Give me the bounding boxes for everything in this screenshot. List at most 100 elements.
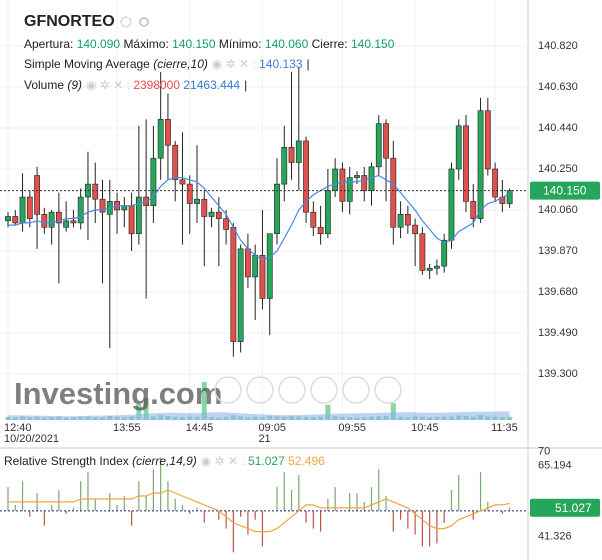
- indicator-icons[interactable]: ◉ ✲ ✕ :: [201, 454, 245, 468]
- legend-value: 140.090: [77, 37, 121, 51]
- candle-body: [492, 168, 498, 198]
- rsi-sma-line: [8, 489, 510, 533]
- y-tick-label: 140.250: [538, 163, 578, 175]
- candle-body: [77, 196, 84, 224]
- y-tick-label: 140.060: [538, 204, 578, 216]
- y-tick-label: 41.326: [538, 530, 572, 542]
- candle-body: [455, 125, 462, 170]
- chart-title: GFNORTEO: [24, 13, 115, 30]
- indicator-params: (cierre,14,9): [132, 454, 197, 468]
- candle-body: [26, 196, 33, 219]
- y-tick-label: 139.870: [538, 245, 578, 257]
- legend-label: Apertura:: [24, 37, 73, 51]
- candle-body: [303, 140, 309, 213]
- x-tick-label: 11:35: [491, 422, 518, 434]
- indicator-icons[interactable]: ◉ ✲ ✕ :: [212, 57, 256, 71]
- candle-body: [157, 119, 164, 159]
- candle-body: [332, 168, 339, 191]
- x-tick-sublabel: 21: [258, 433, 270, 445]
- candle-body: [223, 218, 229, 230]
- candle-body: [63, 220, 70, 228]
- chart-header: GFNORTEO Apertura: 140.090 Máximo: 140.1…: [4, 13, 395, 468]
- indicator-value: 2398000: [133, 78, 180, 92]
- zoom-out-button[interactable]: [310, 376, 338, 404]
- legend-label: Cierre:: [312, 37, 348, 51]
- candle-body: [390, 157, 397, 228]
- ohlc-legend: Apertura: 140.090 Máximo: 140.150 Mínimo…: [24, 37, 395, 51]
- zoom-in-button[interactable]: [246, 376, 274, 404]
- last-price-badge: [530, 181, 600, 200]
- scroll-end-button[interactable]: [374, 376, 402, 404]
- candle-body: [419, 233, 426, 271]
- y-tick-label: 70: [538, 445, 550, 457]
- y-tick-label: 139.490: [538, 327, 578, 339]
- candle-body: [383, 123, 389, 159]
- x-tick-label: 10:45: [411, 422, 439, 434]
- candle-body: [208, 211, 215, 217]
- candle-body: [477, 110, 484, 219]
- candle-body: [55, 211, 62, 224]
- y-tick-label: 65.194: [538, 460, 572, 472]
- scroll-right-button[interactable]: [342, 376, 370, 404]
- volume-sma-area: [8, 411, 510, 420]
- candle-body: [150, 157, 157, 206]
- candle-body: [12, 216, 19, 224]
- candle-body: [70, 220, 77, 224]
- candle-body: [339, 168, 346, 202]
- candle-body: [230, 226, 237, 342]
- legend-label: Máximo:: [123, 37, 168, 51]
- x-tick-label: 13:55: [113, 422, 141, 434]
- candle-body: [48, 211, 55, 228]
- candle-body: [99, 198, 106, 213]
- volume-bar: [390, 403, 396, 420]
- legend-label: Mínimo:: [219, 37, 262, 51]
- volume-bar: [507, 416, 513, 420]
- x-tick-label: 09:55: [338, 422, 366, 434]
- indicator-value: 51.027: [248, 454, 285, 468]
- candle-body: [252, 255, 259, 278]
- candle-body: [128, 205, 135, 235]
- eye-icon[interactable]: [120, 16, 132, 28]
- candle-body: [121, 205, 128, 211]
- candle-body: [186, 183, 193, 204]
- scroll-left-button[interactable]: [214, 376, 242, 404]
- candle-body: [266, 233, 273, 299]
- indicator-icons[interactable]: ◉ ✲ ✕ :: [86, 78, 130, 92]
- indicator-value: 140.133: [259, 57, 303, 71]
- zoom-controls: [214, 376, 402, 404]
- volume-bar: [143, 398, 149, 420]
- legend-value: 140.150: [172, 37, 216, 51]
- volume-legend: Volume (9) ◉ ✲ ✕ : 2398000 21463.444 |: [24, 78, 247, 92]
- legend-value: 140.060: [265, 37, 309, 51]
- indicator-name: Volume: [24, 78, 64, 92]
- candle-body: [470, 201, 477, 219]
- indicator-value: 21463.444: [183, 78, 240, 92]
- sma-line: [8, 174, 510, 261]
- settings-icon[interactable]: [139, 17, 149, 27]
- volume-bar: [136, 404, 142, 420]
- candle-body: [361, 175, 368, 191]
- candle-body: [41, 214, 48, 228]
- candle-body: [375, 123, 382, 168]
- zoom-reset-button[interactable]: [278, 376, 306, 404]
- x-tick-label: 14:45: [186, 422, 214, 434]
- candle-body: [448, 168, 455, 241]
- candle-body: [506, 190, 513, 204]
- rsi-last-label: 51.027: [555, 501, 592, 515]
- candle-body: [434, 265, 440, 269]
- sma-legend: Simple Moving Average (cierre,10) ◉ ✲ ✕ :…: [24, 57, 310, 71]
- candle-body: [92, 183, 99, 200]
- x-tick-label: 09:05: [258, 422, 286, 434]
- legend-value: 140.150: [351, 37, 395, 51]
- volume-bar: [325, 404, 331, 420]
- candle-body: [281, 147, 288, 185]
- candle-body: [441, 239, 448, 267]
- candle-body: [194, 198, 200, 204]
- candle-body: [310, 211, 317, 228]
- x-tick-sublabel: 10/20/2021: [4, 433, 59, 445]
- watermark: Investing.com: [14, 376, 222, 411]
- candle-body: [354, 175, 360, 178]
